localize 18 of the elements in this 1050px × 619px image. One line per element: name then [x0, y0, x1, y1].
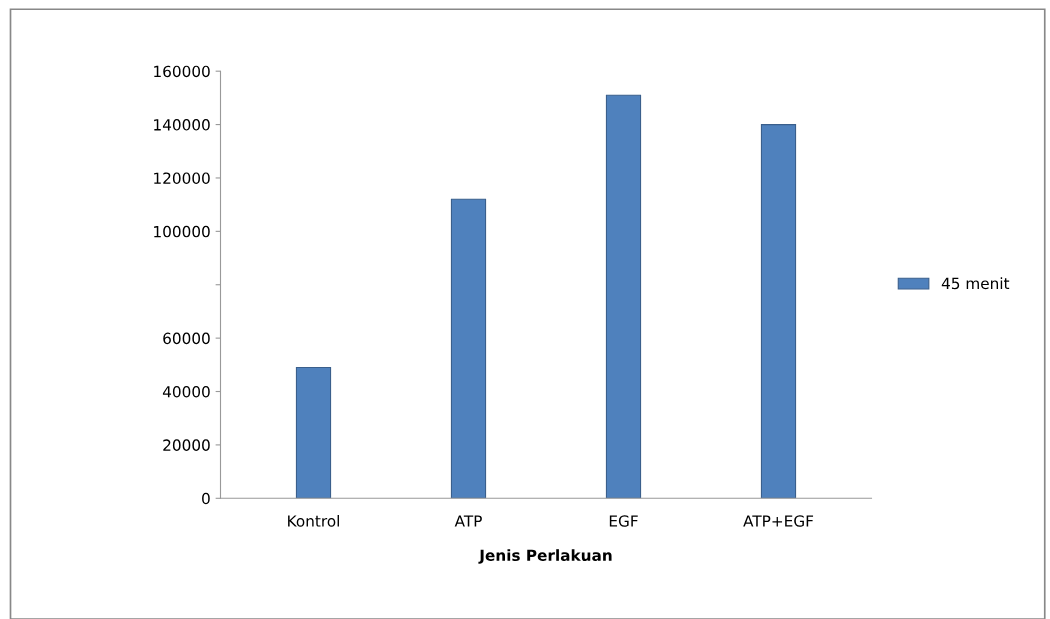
y-tick-label: 0 — [202, 492, 210, 505]
y-tick-label: 40000 — [162, 385, 210, 398]
x-axis-title: Jenis Perlakuan — [478, 549, 612, 564]
y-tick-label: 60000 — [163, 332, 210, 345]
x-tick-label: ATP+EGF — [743, 515, 814, 527]
bar — [605, 94, 642, 499]
x-tick-label: Kontrol — [288, 514, 339, 527]
bar — [450, 198, 487, 499]
bar — [295, 366, 332, 499]
y-tick-label: 20000 — [163, 439, 210, 451]
x-tick-label: ATP — [454, 515, 482, 527]
y-tick-label: 160000 — [154, 65, 210, 78]
y-tick-label: 120000 — [154, 172, 210, 184]
bar — [760, 124, 797, 499]
legend-label: 45 menit — [941, 277, 1010, 290]
x-tick-label: EGF — [609, 515, 638, 527]
y-tick-label: 140000 — [154, 119, 210, 131]
y-tick-label: 100000 — [154, 225, 210, 238]
